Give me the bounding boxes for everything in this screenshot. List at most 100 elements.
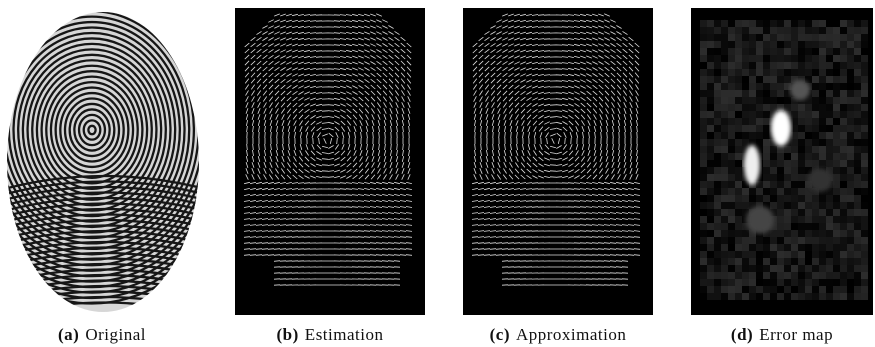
error-cell — [756, 41, 763, 48]
error-cell — [840, 111, 847, 118]
error-cell — [798, 125, 805, 132]
error-cell — [861, 97, 868, 104]
error-cell — [847, 55, 854, 62]
error-cell — [707, 244, 714, 251]
error-cell — [819, 223, 826, 230]
error-cell — [791, 167, 798, 174]
error-cell — [714, 69, 721, 76]
error-cell — [854, 55, 861, 62]
error-cell — [798, 104, 805, 111]
error-cell — [854, 76, 861, 83]
error-cell — [714, 20, 721, 27]
error-cell — [826, 20, 833, 27]
error-cell — [840, 237, 847, 244]
error-cell — [742, 272, 749, 279]
error-cell — [840, 83, 847, 90]
error-cell — [854, 167, 861, 174]
error-cell — [714, 251, 721, 258]
error-cell — [798, 181, 805, 188]
error-cell — [763, 69, 770, 76]
error-cell — [728, 223, 735, 230]
error-cell — [847, 111, 854, 118]
error-cell — [812, 223, 819, 230]
error-cell — [777, 272, 784, 279]
error-cell — [798, 118, 805, 125]
error-cell — [777, 41, 784, 48]
error-cell — [854, 132, 861, 139]
error-cell — [854, 34, 861, 41]
error-cell — [819, 41, 826, 48]
error-cell — [721, 90, 728, 97]
error-cell — [833, 160, 840, 167]
error-cell — [742, 55, 749, 62]
error-cell — [742, 90, 749, 97]
error-cell — [854, 146, 861, 153]
error-cell — [819, 34, 826, 41]
error-cell — [777, 195, 784, 202]
error-cell — [763, 55, 770, 62]
error-cell — [784, 244, 791, 251]
error-cell — [777, 216, 784, 223]
error-cell — [812, 293, 819, 300]
error-cell — [756, 272, 763, 279]
error-cell — [721, 286, 728, 293]
error-cell — [847, 167, 854, 174]
error-cell — [721, 55, 728, 62]
error-cell — [798, 27, 805, 34]
error-cell — [819, 97, 826, 104]
error-cell — [714, 111, 721, 118]
error-cell — [777, 27, 784, 34]
error-cell — [840, 286, 847, 293]
error-cell — [819, 160, 826, 167]
error-cell — [840, 55, 847, 62]
error-cell — [833, 55, 840, 62]
error-cell — [728, 174, 735, 181]
error-cell — [700, 195, 707, 202]
error-cell — [791, 160, 798, 167]
error-cell — [812, 62, 819, 69]
error-cell — [826, 146, 833, 153]
error-cell — [784, 195, 791, 202]
error-cell — [728, 167, 735, 174]
error-cell — [728, 188, 735, 195]
error-cell — [728, 104, 735, 111]
error-cell — [700, 20, 707, 27]
error-cell — [812, 125, 819, 132]
error-cell — [721, 195, 728, 202]
error-cell — [749, 97, 756, 104]
error-cell — [840, 174, 847, 181]
error-cell — [861, 90, 868, 97]
figure-panels — [0, 0, 875, 320]
error-cell — [861, 202, 868, 209]
error-cell — [854, 237, 861, 244]
error-cell — [861, 223, 868, 230]
error-cell — [777, 167, 784, 174]
error-cell — [805, 104, 812, 111]
error-cell — [819, 258, 826, 265]
error-cell — [763, 286, 770, 293]
error-cell — [812, 34, 819, 41]
error-cell — [805, 34, 812, 41]
error-cell — [833, 272, 840, 279]
error-cell — [798, 244, 805, 251]
error-cell — [812, 153, 819, 160]
error-cell — [847, 146, 854, 153]
error-cell — [735, 181, 742, 188]
error-cell — [840, 293, 847, 300]
error-cell — [728, 202, 735, 209]
error-cell — [714, 41, 721, 48]
error-cell — [707, 216, 714, 223]
error-cell — [805, 209, 812, 216]
error-cell — [721, 251, 728, 258]
error-cell — [812, 251, 819, 258]
error-cell — [749, 111, 756, 118]
error-cell — [777, 174, 784, 181]
error-cell — [777, 34, 784, 41]
error-cell — [777, 104, 784, 111]
error-cell — [840, 272, 847, 279]
error-cell — [735, 216, 742, 223]
error-cell — [805, 20, 812, 27]
error-cell — [735, 132, 742, 139]
error-cell — [749, 293, 756, 300]
error-cell — [833, 41, 840, 48]
